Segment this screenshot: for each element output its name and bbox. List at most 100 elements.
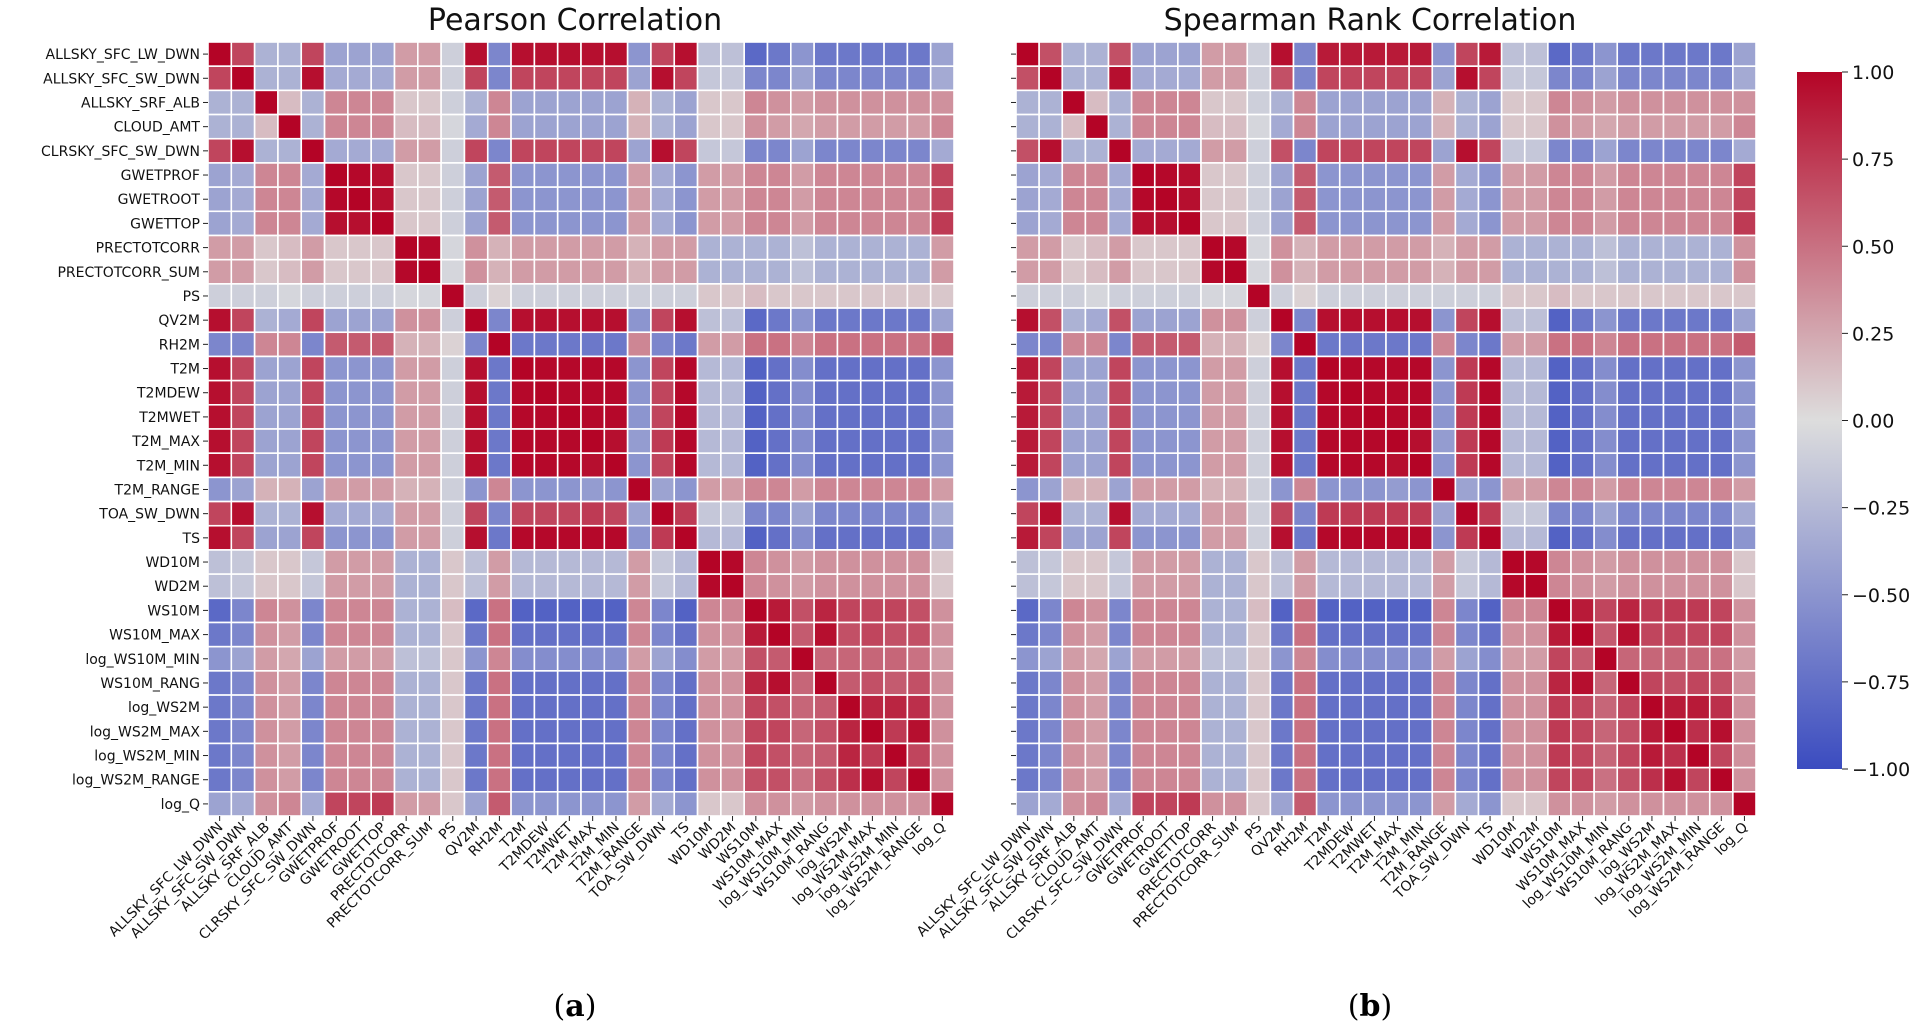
spearman-cell	[1338, 718, 1364, 745]
spearman-cell	[1639, 500, 1665, 527]
pearson-cell	[463, 258, 489, 285]
pearson-cell	[486, 452, 512, 479]
pearson-cell	[417, 524, 442, 551]
spearman-cell	[1061, 137, 1087, 164]
pearson-cell	[603, 41, 629, 67]
spearman-cell	[1662, 645, 1688, 672]
spearman-panel-label: (b)	[1348, 989, 1392, 1024]
pearson-cell	[463, 718, 489, 745]
pearson-cell	[253, 210, 279, 237]
spearman-cell	[1616, 234, 1642, 261]
pearson-cell	[603, 210, 629, 237]
pearson-cell	[253, 476, 279, 503]
spearman-cell	[1708, 645, 1734, 672]
spearman-cell	[1130, 210, 1156, 237]
spearman-cell	[1362, 113, 1387, 140]
pearson-cell	[347, 694, 372, 721]
pearson-cell	[277, 89, 303, 116]
pearson-cell	[743, 65, 769, 92]
pearson-cell	[253, 621, 279, 648]
pearson-cell	[720, 404, 745, 430]
pearson-cell	[836, 355, 862, 382]
spearman-cell	[1177, 379, 1202, 406]
pearson-cell	[230, 210, 256, 237]
spearman-cell	[1084, 694, 1110, 721]
spearman-cell	[1223, 379, 1249, 406]
pearson-y-tick-label: GWETROOT	[118, 192, 201, 208]
pearson-cell	[650, 742, 676, 769]
spearman-cell	[1362, 162, 1387, 188]
spearman-cell	[1385, 549, 1410, 575]
pearson-cell	[673, 162, 699, 188]
pearson-cell	[300, 766, 326, 793]
spearman-cell	[1431, 65, 1457, 92]
pearson-cell	[440, 89, 466, 116]
pearson-cell	[300, 355, 326, 382]
pearson-y-tick-label: GWETPROF	[121, 168, 200, 184]
spearman-cell	[1084, 524, 1110, 551]
pearson-cell	[533, 331, 559, 358]
spearman-cell	[1338, 113, 1364, 140]
pearson-cell	[813, 549, 839, 575]
pearson-cell	[929, 694, 955, 721]
spearman-cell	[1177, 186, 1202, 213]
pearson-cell	[510, 549, 536, 575]
pearson-cell	[323, 791, 349, 817]
pearson-cell	[883, 573, 909, 600]
spearman-cell	[1477, 670, 1503, 696]
spearman-cell	[1038, 549, 1064, 575]
spearman-cell	[1338, 597, 1364, 624]
pearson-cell	[883, 162, 909, 188]
pearson-cell	[580, 186, 606, 213]
spearman-y-tick-labels	[1011, 53, 1016, 805]
pearson-cell	[743, 742, 769, 769]
spearman-cell	[1570, 766, 1595, 793]
pearson-cell	[859, 113, 885, 140]
pearson-cell	[813, 404, 839, 430]
pearson-cell	[766, 162, 792, 188]
spearman-cell	[1200, 137, 1225, 164]
pearson-cell	[720, 621, 745, 648]
spearman-cell	[1153, 355, 1179, 382]
pearson-cell	[813, 670, 839, 696]
pearson-cell	[510, 307, 536, 334]
spearman-cell	[1431, 137, 1457, 164]
pearson-cell	[533, 549, 559, 575]
spearman-cell	[1616, 210, 1642, 237]
pearson-cell	[370, 210, 396, 237]
pearson-cell	[463, 742, 489, 769]
spearman-cell	[1315, 65, 1341, 92]
pearson-cell	[370, 573, 396, 600]
pearson-cell	[277, 524, 303, 551]
pearson-cell	[650, 621, 676, 648]
spearman-cell	[1616, 137, 1642, 164]
spearman-cell	[1708, 452, 1734, 479]
spearman-cell	[1593, 234, 1619, 261]
spearman-cell	[1570, 234, 1595, 261]
pearson-cell	[370, 258, 396, 285]
pearson-cell	[906, 694, 932, 721]
pearson-cell	[859, 283, 885, 309]
spearman-cell	[1015, 258, 1040, 285]
pearson-cell	[533, 283, 559, 309]
pearson-cell	[836, 670, 862, 696]
spearman-cell	[1477, 113, 1503, 140]
pearson-cell	[906, 307, 932, 334]
pearson-cell	[370, 307, 396, 334]
pearson-cell	[859, 65, 885, 92]
spearman-cell	[1431, 379, 1457, 406]
spearman-cell	[1431, 234, 1457, 261]
pearson-cell	[626, 718, 652, 745]
pearson-cell	[556, 379, 582, 406]
pearson-cell	[463, 113, 489, 140]
pearson-cell	[790, 65, 815, 92]
spearman-cell	[1269, 307, 1295, 334]
spearman-cell	[1732, 500, 1757, 527]
pearson-title: Pearson Correlation	[428, 3, 722, 38]
spearman-cell	[1454, 645, 1480, 672]
spearman-cell	[1547, 186, 1572, 213]
pearson-cell	[743, 379, 769, 406]
pearson-cell	[603, 621, 629, 648]
spearman-cell	[1130, 718, 1156, 745]
spearman-cell	[1477, 65, 1503, 92]
